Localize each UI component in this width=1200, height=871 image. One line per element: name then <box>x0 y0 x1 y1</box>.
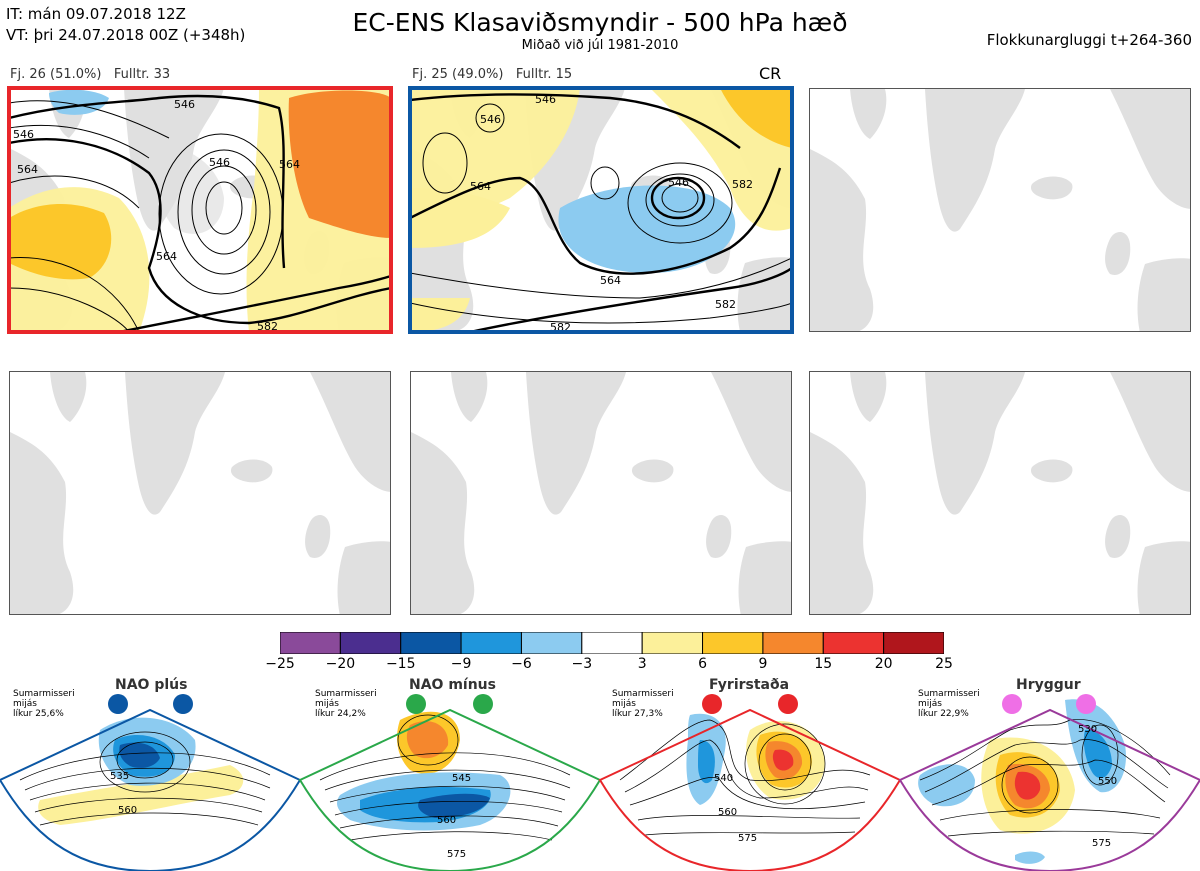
colorbar-tick-label: 6 <box>698 656 707 672</box>
cluster-label-2: Fj. 25 (49.0%) Fulltr. 15 <box>412 67 573 82</box>
regime-title-blocking: Fyrirstaða <box>709 677 790 693</box>
colorbar-swatch <box>520 632 583 654</box>
colorbar-swatch <box>280 632 341 654</box>
regime-contour-label: 560 <box>718 807 737 818</box>
contour-label: 582 <box>715 298 736 311</box>
contour-label: 564 <box>470 180 491 193</box>
regime-contour-label: 540 <box>714 773 733 784</box>
colorbar-swatch <box>641 632 704 654</box>
colorbar-tick-label: −3 <box>571 656 593 672</box>
empty-panel-6[interactable] <box>809 371 1191 615</box>
regime-note-nao-minus: Sumarmisseri mijás líkur 24,2% <box>315 689 377 719</box>
regime-contour-label: 575 <box>447 849 466 860</box>
classification-window: Flokkunargluggi t+264-360 <box>986 31 1192 49</box>
regime-note-ridge: Sumarmisseri mijás líkur 22,9% <box>918 689 980 719</box>
empty-panel-3[interactable] <box>809 88 1191 332</box>
contour-label: 546 <box>13 128 34 141</box>
contour-label: 546 <box>668 176 689 189</box>
regime-contour-label: 560 <box>437 815 456 826</box>
cluster-panel-1[interactable]: 546 564 546 564 582 564 546 <box>9 88 391 332</box>
contour-label: 546 <box>174 98 195 111</box>
regime-contour-label: 550 <box>1098 776 1117 787</box>
cluster-frame-2 <box>408 86 794 334</box>
colorbar-tick-label: −9 <box>450 656 472 672</box>
colorbar-swatch <box>762 632 824 654</box>
empty-map-6 <box>810 372 1190 614</box>
colorbar-tick-label: 3 <box>637 656 647 672</box>
contour-label: 564 <box>279 158 300 171</box>
header-times: IT: mán 09.07.2018 12Z VT: þri 24.07.201… <box>6 4 245 46</box>
contour-label: 564 <box>17 163 38 176</box>
contour-label: 582 <box>257 320 278 332</box>
empty-panel-4[interactable] <box>9 371 391 615</box>
issue-time: IT: mán 09.07.2018 12Z <box>6 5 186 23</box>
colorbar-tick-label: 9 <box>758 656 768 672</box>
valid-time: VT: þri 24.07.2018 00Z (+348h) <box>6 26 246 44</box>
colorbar-tick-label: −20 <box>325 656 356 672</box>
contour-label: 564 <box>156 250 177 263</box>
regime-contour-label: 575 <box>738 833 757 844</box>
colorbar <box>280 632 944 654</box>
contour-label: 564 <box>600 274 621 287</box>
colorbar-tick-label: 15 <box>814 656 833 672</box>
representative-tag: CR <box>759 64 782 83</box>
cluster-frame-1 <box>7 86 393 334</box>
regime-title-nao-minus: NAO mínus <box>409 677 496 693</box>
colorbar-swatch <box>460 632 522 654</box>
empty-map-5 <box>411 372 791 614</box>
regime-title-nao-plus: NAO plús <box>115 677 188 693</box>
contour-label: 546 <box>209 156 230 169</box>
colorbar-swatch <box>822 632 885 654</box>
cluster-panel-2[interactable]: 546 546 564 546 564 582 582 582 <box>410 88 792 332</box>
regime-contour-label: 545 <box>452 773 471 784</box>
cluster-map-2: 546 546 564 546 564 582 582 582 <box>410 88 792 332</box>
regime-contour-label: 530 <box>1078 724 1097 735</box>
regime-contour-label: 535 <box>110 771 129 782</box>
regime-note-nao-plus: Sumarmisseri mijás líkur 25,6% <box>13 689 75 719</box>
colorbar-swatch <box>339 632 402 654</box>
page-subtitle: Miðað við júl 1981-2010 <box>521 38 679 53</box>
colorbar-tick-label: 25 <box>935 656 953 672</box>
regime-contour-label: 575 <box>1092 838 1111 849</box>
contour-label: 582 <box>550 321 571 332</box>
empty-panel-5[interactable] <box>410 371 792 615</box>
regime-title-ridge: Hryggur <box>1016 677 1081 693</box>
cluster-map-1: 546 564 546 564 582 564 546 <box>9 88 391 332</box>
empty-map-4 <box>10 372 390 614</box>
regime-note-blocking: Sumarmisseri mijás líkur 27,3% <box>612 689 674 719</box>
colorbar-tick-label: −6 <box>511 656 532 672</box>
empty-map-3 <box>810 89 1190 331</box>
colorbar-swatch <box>883 632 944 654</box>
contour-label: 546 <box>535 93 556 106</box>
page-title: EC-ENS Klasaviðsmyndir - 500 hPa hæð <box>352 8 848 37</box>
colorbar-tick-label: −15 <box>385 656 416 672</box>
colorbar-swatch <box>702 632 764 654</box>
cluster-label-1: Fj. 26 (51.0%) Fulltr. 33 <box>10 67 171 82</box>
contour-label: 546 <box>480 113 501 126</box>
colorbar-swatch <box>400 632 462 654</box>
regime-panels: 535 560 545 560 575 <box>0 694 1200 871</box>
colorbar-tick-label: −25 <box>265 656 295 672</box>
regime-contour-label: 560 <box>118 805 137 816</box>
contour-label: 582 <box>732 178 753 191</box>
colorbar-tick-label: 20 <box>874 656 893 672</box>
colorbar-swatch <box>581 632 643 654</box>
